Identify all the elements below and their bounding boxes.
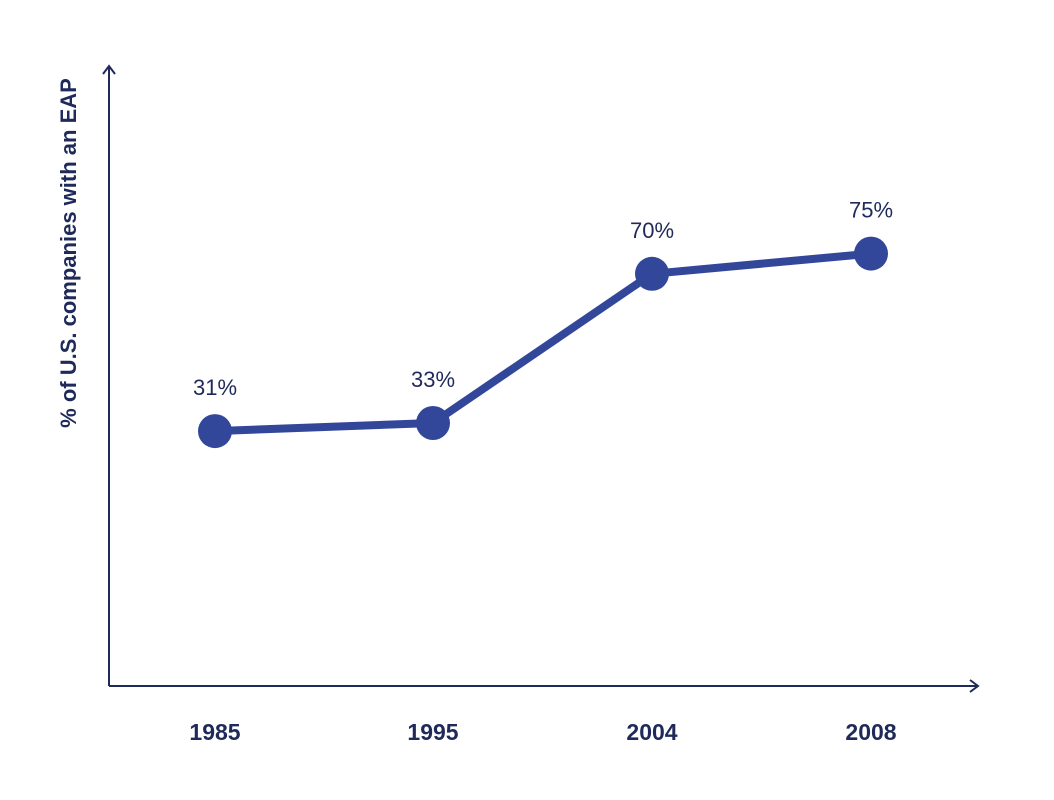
data-label-2008: 75% <box>849 198 893 223</box>
data-label-1995: 33% <box>411 367 455 392</box>
x-tick-labels: 1985 1995 2004 2008 <box>189 719 896 745</box>
data-point-1985 <box>198 414 232 449</box>
data-point-2004 <box>635 256 669 291</box>
x-tick-label-1985: 1985 <box>189 719 240 745</box>
data-label-2004: 70% <box>630 218 674 243</box>
series-layer: 31% 33% 70% 75% <box>193 198 893 449</box>
data-label-1985: 31% <box>193 375 237 400</box>
x-tick-label-1995: 1995 <box>407 719 458 745</box>
data-point-2008 <box>854 236 888 271</box>
x-tick-label-2008: 2008 <box>845 719 896 745</box>
y-axis-label: % of U.S. companies with an EAP <box>56 78 81 428</box>
x-axis <box>109 679 980 693</box>
series-line <box>211 249 875 436</box>
x-tick-label-2004: 2004 <box>626 719 677 745</box>
y-axis-arrow-icon <box>102 64 116 75</box>
data-point-1995 <box>416 406 450 440</box>
y-axis <box>102 64 116 686</box>
x-axis-arrow-icon <box>969 679 980 693</box>
